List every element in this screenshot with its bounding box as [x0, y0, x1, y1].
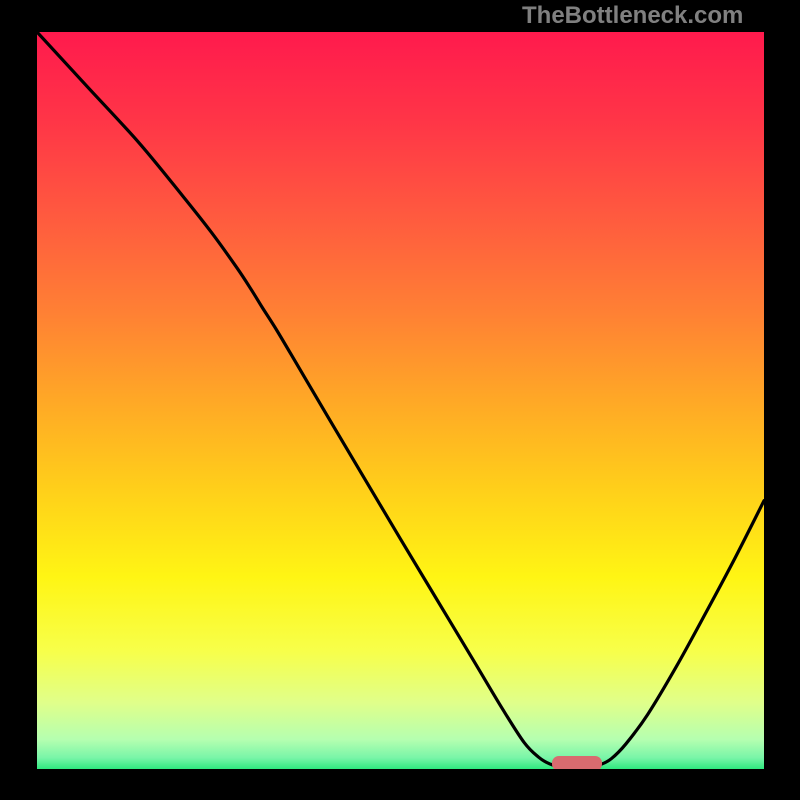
watermark-text: TheBottleneck.com: [522, 2, 743, 30]
plot-area: [37, 32, 764, 769]
optimal-point-marker: [552, 756, 601, 769]
bottleneck-curve: [37, 32, 764, 769]
